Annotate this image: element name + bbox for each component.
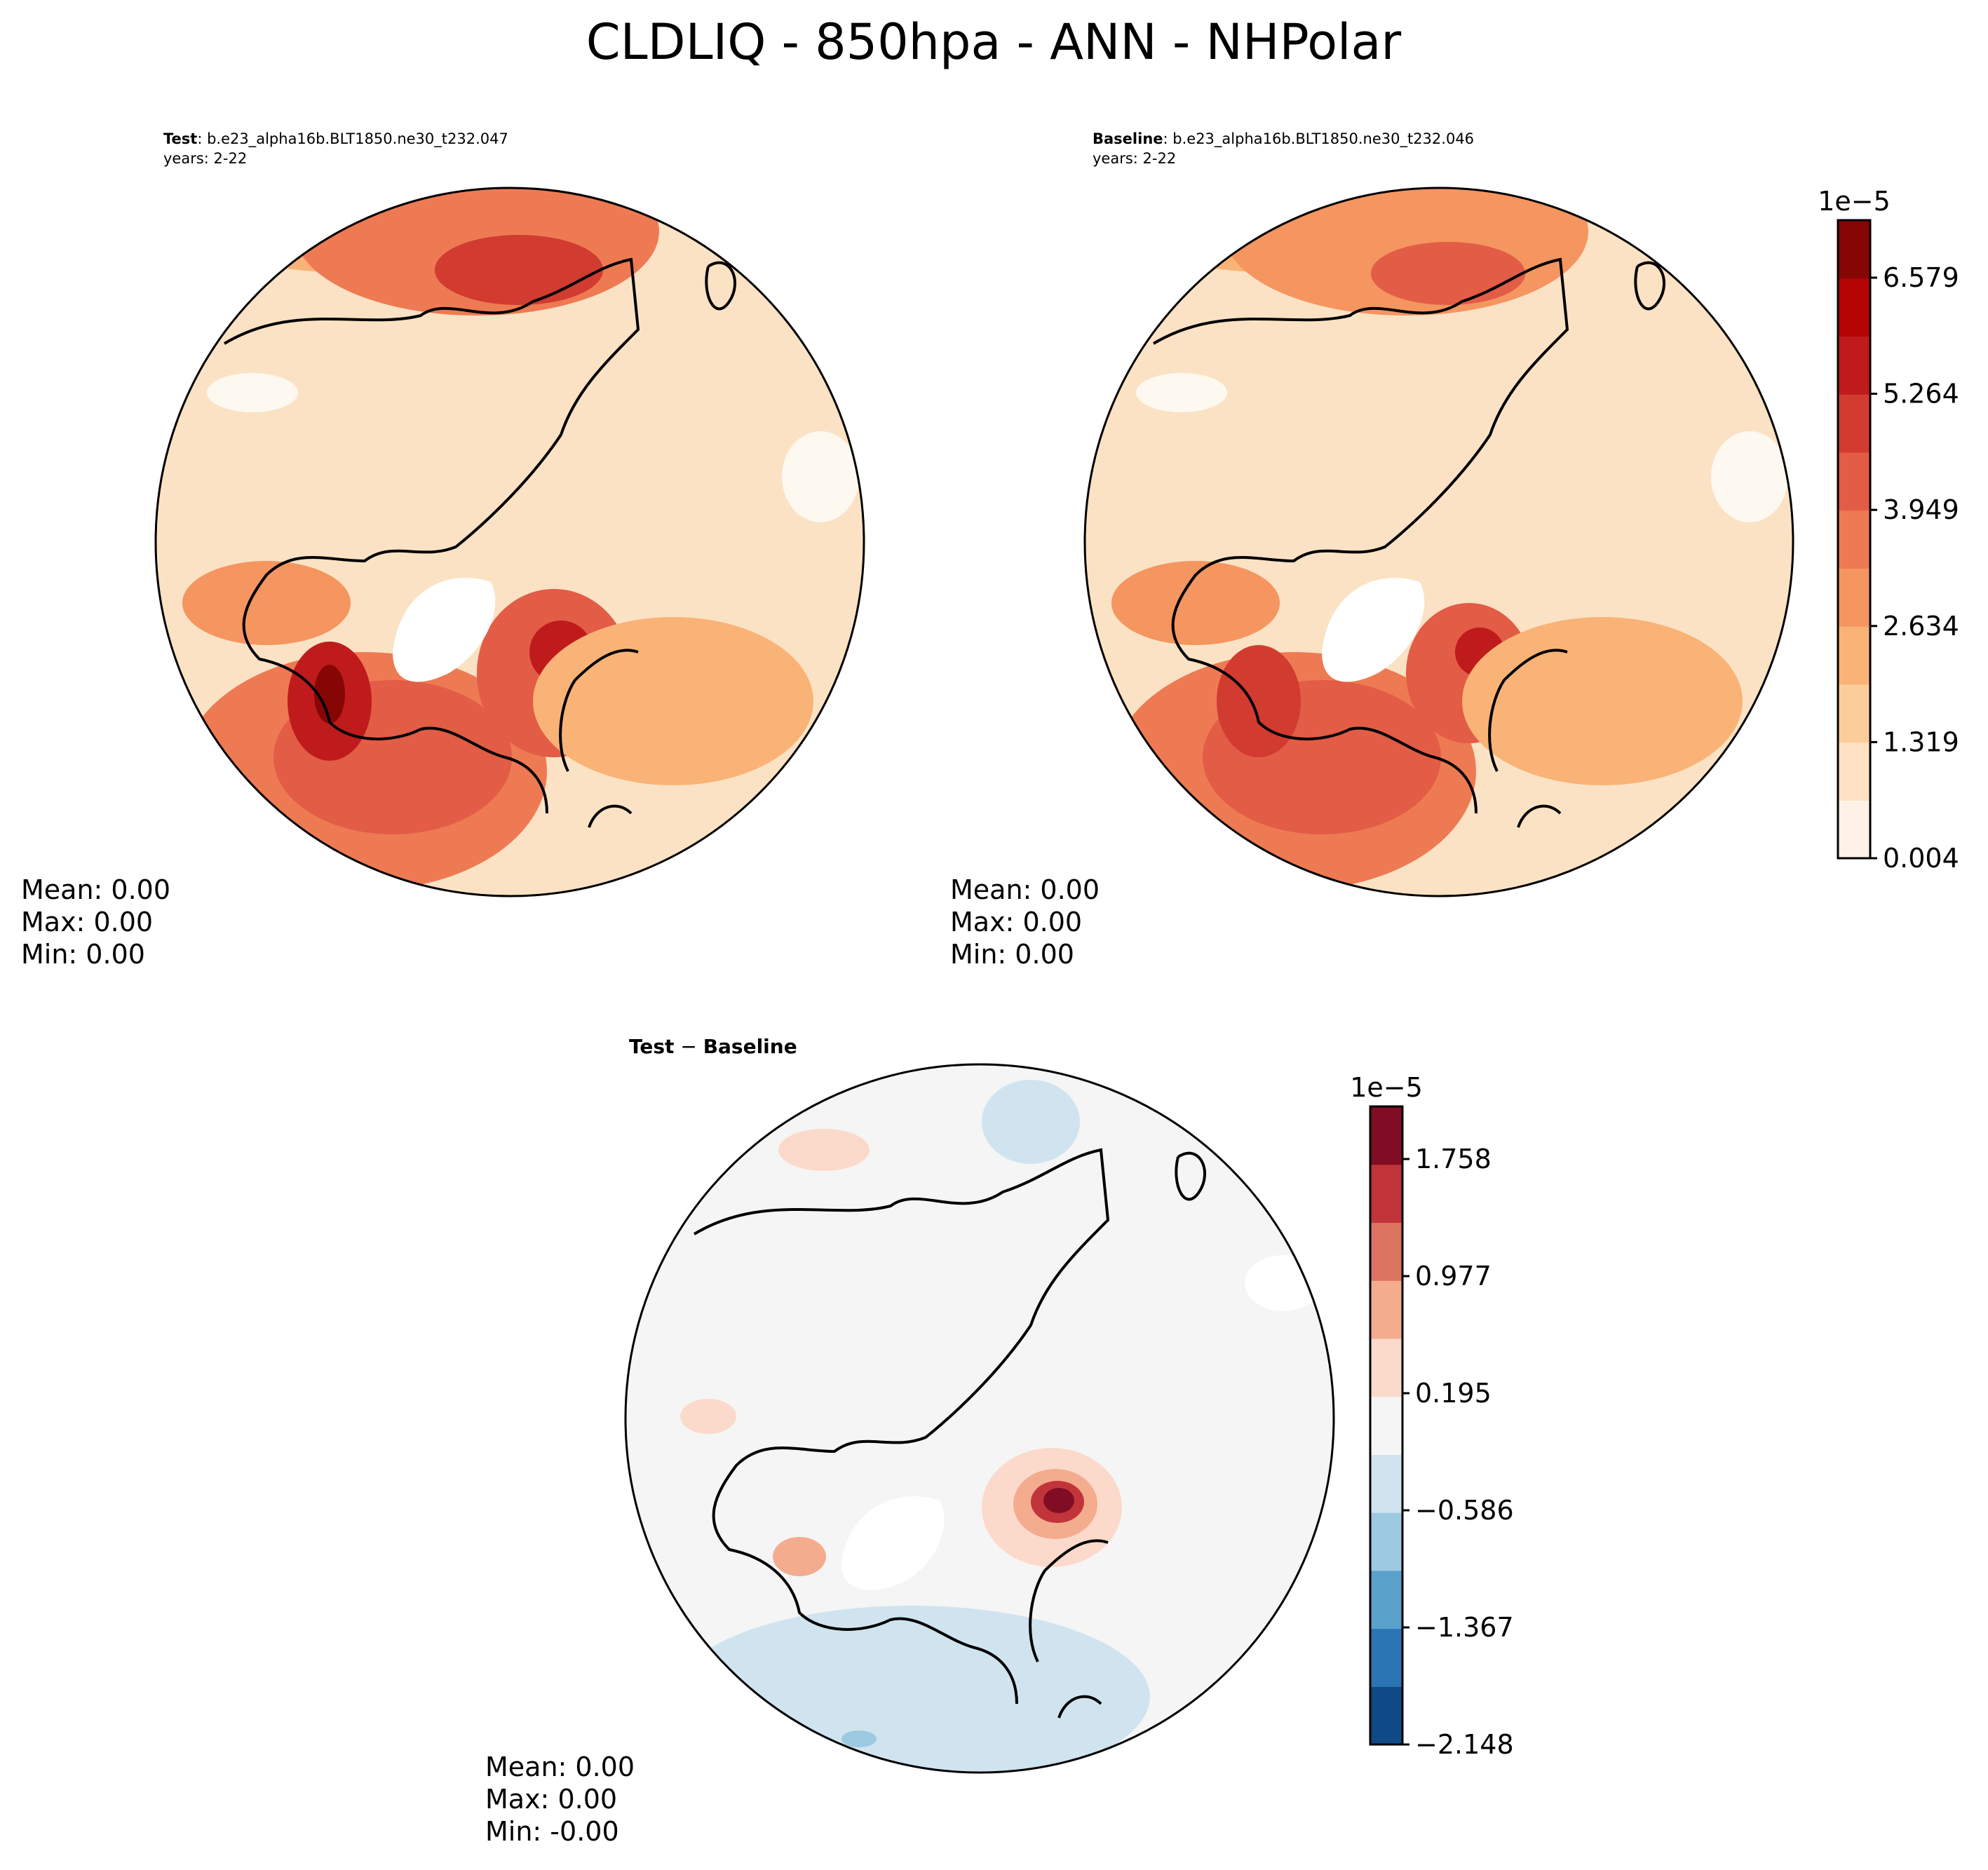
colorbar-swatch [1370,1512,1402,1571]
colorbar-swatch [1370,1628,1402,1687]
colorbar-swatch [1370,1280,1402,1339]
colorbar-swatch [1838,684,1870,743]
map-test-boundary [154,187,865,897]
colorbar-difference: −2.148 −1.367 −0.586 0.195 0.977 1.758 1e−5 [1350,1072,1513,1760]
panel-baseline-label: Baseline: b.e23_alpha16b.BLT1850.ne30_t2… [1093,130,1474,148]
map-difference-field-pacific-neg [982,1080,1080,1164]
map-difference-field-pacific-pos [778,1129,870,1171]
map-difference-field-canada-pos [680,1399,736,1434]
map-test-field-atlantic-peak [314,665,345,724]
colorbar-swatch [1838,278,1870,337]
colorbar-swatch [1838,452,1870,511]
map-difference [626,1064,1334,1773]
colorbar-tick-label: 0.977 [1415,1261,1492,1292]
panel-test: Test: b.e23_alpha16b.BLT1850.ne30_t232.0… [21,130,865,970]
colorbar-swatch [1370,1686,1402,1745]
map-difference-background [626,1064,1334,1773]
map-test-field-alaska-low [207,373,298,412]
colorbar-scale-label: 1e−5 [1818,186,1891,217]
panel-difference-label-bold: Test [629,1035,674,1058]
panel-difference-mean: Mean: 0.00 [485,1752,635,1782]
map-baseline [1085,188,1793,896]
colorbar-tick-label: 1.319 [1883,726,1959,757]
map-difference-field-atlantic-neg-core [841,1730,877,1747]
map-difference-field-barents-max [1043,1488,1074,1513]
panel-test-label-bold: Test [163,130,197,147]
colorbar-swatch [1838,510,1870,569]
colorbar-swatch [1370,1454,1402,1513]
panel-test-label-text: : b.e23_alpha16b.BLT1850.ne30_t232.047 [197,130,508,148]
map-test-field-east-low [782,431,859,522]
panel-test-mean: Mean: 0.00 [21,874,170,905]
colorbar-tick-label: −1.367 [1415,1612,1514,1643]
colorbar-swatch [1838,220,1870,279]
panel-baseline: Baseline: b.e23_alpha16b.BLT1850.ne30_t2… [950,130,1794,970]
panel-difference: Test − Baseline Mean: 0.00 Max: 0.00 Min… [485,1035,1335,1847]
colorbar-tick-label: 5.264 [1883,379,1959,409]
panel-difference-max: Max: 0.00 [485,1784,617,1815]
colorbar-tick-label: 6.579 [1883,262,1959,293]
map-difference-boundary [624,1063,1335,1774]
map-baseline-coastlines [1152,257,1709,856]
map-baseline-field-canada [1111,561,1280,645]
panel-baseline-max: Max: 0.00 [950,907,1082,937]
panel-difference-label-bold2: Baseline [703,1035,797,1058]
colorbar-tick-label: 1.758 [1415,1144,1492,1174]
colorbar-frame [1837,219,1872,860]
panel-difference-label: Test − Baseline [629,1035,797,1058]
panel-baseline-label-bold: Baseline [1093,130,1163,147]
colorbar-swatch [1370,1106,1402,1165]
colorbar-frame [1369,1105,1404,1746]
panel-test-max: Max: 0.00 [21,907,153,937]
panel-test-years: years: 2-22 [163,150,247,167]
panel-baseline-min: Min: 0.00 [950,939,1074,970]
map-test-greenland-icecap [393,578,496,682]
panel-difference-label-minus: − [674,1035,703,1058]
panel-baseline-label-text: : b.e23_alpha16b.BLT1850.ne30_t232.046 [1163,130,1475,148]
colorbar-swatch [1370,1338,1402,1397]
map-baseline-field-atlantic-max [1217,645,1301,757]
colorbar-tick-label: 0.195 [1415,1378,1492,1409]
colorbar-scale-label: 1e−5 [1350,1072,1423,1103]
map-test-field-siberia [533,617,813,785]
colorbar-tick-label: −2.148 [1415,1729,1514,1760]
colorbar-tick-label: 0.004 [1883,843,1959,874]
map-test-field-pacific-max [435,235,603,305]
panel-baseline-years: years: 2-22 [1093,150,1176,167]
panel-test-min: Min: 0.00 [21,939,145,970]
map-test-field-canada [182,561,351,645]
map-difference-coastlines [693,1148,1250,1747]
map-baseline-field-east-low [1711,431,1788,522]
colorbar-swatch [1370,1570,1402,1630]
colorbar-tick-label: 3.949 [1883,494,1959,525]
colorbar-swatch [1838,394,1870,453]
map-difference-greenland-icecap [841,1496,945,1590]
colorbar-swatch [1838,800,1870,859]
colorbar-swatch [1370,1396,1402,1455]
map-baseline-field-siberia [1462,617,1743,785]
map-baseline-greenland-icecap [1322,578,1425,682]
colorbar-swatch [1838,626,1870,685]
panel-test-label: Test: b.e23_alpha16b.BLT1850.ne30_t232.0… [163,130,508,148]
map-difference-field-east-zero [1245,1255,1322,1311]
map-baseline-field-pacific-max [1371,242,1525,305]
panel-difference-min: Min: -0.00 [485,1816,619,1847]
map-baseline-boundary [1083,187,1794,897]
panel-baseline-mean: Mean: 0.00 [950,874,1100,905]
colorbar-swatch [1838,742,1870,801]
map-test-coastlines [223,257,780,856]
map-test [156,188,864,896]
map-baseline-field-alaska-low [1136,373,1227,412]
colorbar-tick-label: −0.586 [1415,1495,1514,1526]
colorbar-swatch [1838,568,1870,627]
colorbar-tick-label: 2.634 [1883,611,1959,642]
colorbar-swatch [1370,1164,1402,1224]
colorbar-swatch [1838,336,1870,395]
colorbar-swatch [1370,1222,1402,1281]
colorbar-absolute: 0.004 1.319 2.634 3.949 5.264 6.579 1e−5 [1818,186,1959,874]
figure-title: CLDLIQ - 850hpa - ANN - NHPolar [586,13,1402,71]
map-difference-field-greenland-pos [773,1537,826,1576]
